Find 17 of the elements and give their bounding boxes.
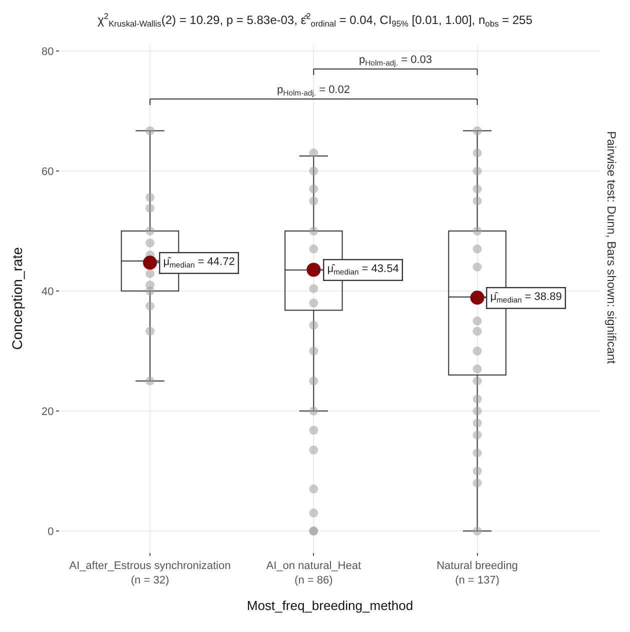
y-axis-title: Conception_rate bbox=[9, 246, 26, 350]
annotation: p$_{Holm-adj.}$ = 0.03 bbox=[359, 54, 432, 68]
annotation: p$_{Holm-adj.}$ = 0.02 bbox=[277, 84, 350, 98]
y-tick-label: 20 bbox=[42, 406, 54, 418]
chart-title: χ$^{2}$$_{Kruskal-Wallis}$(2) = 10.29, p = 5.83e-03, ε̂$^{2}$$_{ordinal}$ = 0.04, CI$_{95%}$ [0.01, 1.00], n$_{obs}$ = 255 bbox=[98, 11, 532, 29]
y-tick-label: 60 bbox=[42, 166, 54, 178]
data-label: μ̂$_{median}$ = 44.72 bbox=[163, 256, 235, 270]
x-tick-label: AI_after_Estrous synchronization (n = 32) bbox=[69, 560, 231, 586]
data-label: μ̂$_{median}$ = 43.54 bbox=[327, 263, 399, 277]
text: Pairwise test: Dunn, Bars shown: significant bbox=[604, 131, 618, 365]
x-axis-title: Most_freq_breeding_method bbox=[246, 598, 414, 614]
x-tick-label: Natural breeding (n = 137) bbox=[436, 560, 518, 586]
y-tick-label: 0 bbox=[48, 526, 54, 538]
data-label: μ̂$_{median}$ = 38.89 bbox=[490, 291, 562, 305]
y-tick-label: 80 bbox=[42, 46, 54, 58]
x-tick-label: AI_on natural_Heat (n = 86) bbox=[266, 560, 362, 586]
y-tick-label: 40 bbox=[42, 286, 54, 298]
